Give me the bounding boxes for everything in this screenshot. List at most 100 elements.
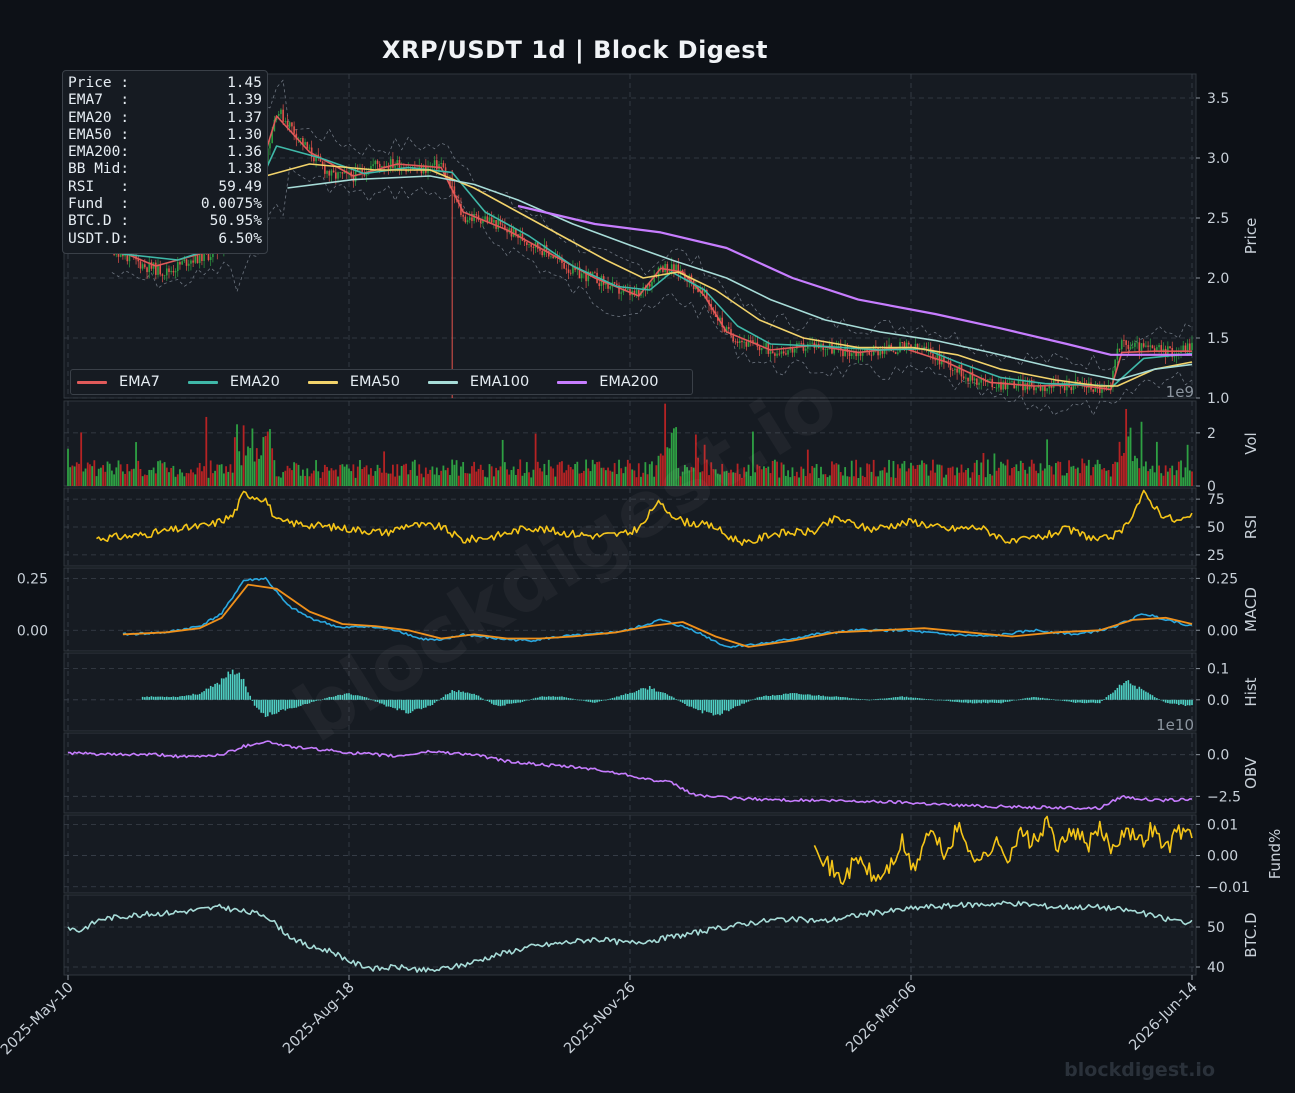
histogram-bar: [339, 694, 342, 700]
candle-body: [1004, 381, 1007, 390]
volume-bar: [383, 451, 386, 486]
histogram-bar: [903, 697, 906, 700]
volume-bar: [1158, 465, 1160, 486]
candle-body: [925, 346, 928, 349]
volume-bar: [490, 466, 493, 486]
histogram-bar: [543, 696, 546, 700]
candle-body: [1178, 352, 1180, 354]
info-value: 1.37: [227, 109, 262, 126]
candle-body: [183, 259, 186, 262]
volume-bar: [708, 475, 710, 486]
histogram-bar: [1083, 699, 1086, 704]
histogram-bar: [438, 699, 440, 701]
histogram-bar: [947, 699, 950, 701]
histogram-bar: [916, 698, 919, 700]
histogram-bar: [363, 696, 366, 700]
candle-body: [539, 248, 541, 251]
volume-bar: [725, 470, 728, 486]
volume-bar: [565, 470, 568, 486]
info-label: EMA50 :: [68, 126, 130, 143]
volume-bar: [387, 473, 390, 486]
histogram-bar: [341, 695, 344, 700]
candle-body: [1085, 386, 1088, 388]
histogram-bar: [569, 698, 572, 700]
histogram-bar: [703, 699, 706, 711]
volume-bar: [925, 464, 928, 486]
y-tick-label: 2: [1207, 426, 1216, 442]
candle-body: [879, 350, 882, 356]
volume-bar: [866, 463, 868, 486]
histogram-bar: [146, 696, 148, 700]
histogram-bar: [536, 697, 539, 700]
histogram-bar: [165, 696, 168, 700]
volume-bar: [620, 468, 623, 486]
candle-body: [594, 272, 596, 274]
histogram-bar: [809, 694, 811, 700]
volume-bar: [659, 453, 662, 486]
histogram-bar: [1050, 699, 1053, 700]
y-tick-label: 3.5: [1207, 91, 1229, 107]
candle-body: [793, 348, 796, 353]
histogram-bar: [697, 699, 699, 711]
histogram-bar: [956, 699, 958, 702]
histogram-bar: [1052, 699, 1055, 701]
volume-bar: [501, 439, 504, 486]
candle-body: [965, 377, 967, 379]
candle-body: [482, 219, 484, 224]
volume-bar: [923, 462, 926, 486]
histogram-bar: [462, 691, 464, 700]
candle-body: [1008, 381, 1011, 383]
candle-body: [585, 272, 587, 282]
volume-bar: [1098, 464, 1101, 486]
histogram-bar: [1169, 699, 1171, 704]
candle-body: [187, 263, 190, 266]
volume-bar: [427, 473, 429, 486]
histogram-bar: [1094, 699, 1097, 704]
candle-body: [684, 273, 686, 280]
histogram-bar: [170, 696, 172, 700]
histogram-bar: [785, 693, 787, 700]
volume-bar: [492, 476, 495, 486]
volume-bar: [912, 465, 915, 486]
volume-bar: [201, 471, 203, 486]
histogram-bar: [240, 679, 243, 700]
histogram-bar: [442, 696, 445, 700]
volume-bar: [736, 463, 739, 486]
info-value: 50.95%: [209, 213, 262, 230]
candle-body: [859, 351, 862, 356]
legend-label: EMA20: [229, 374, 280, 390]
volume-bar: [820, 466, 822, 486]
y-tick-label: 0: [1207, 479, 1216, 495]
candle-body: [1151, 345, 1154, 349]
histogram-bar: [479, 697, 482, 700]
volume-bar: [1092, 467, 1095, 486]
histogram-bar: [738, 699, 741, 706]
histogram-bar: [811, 695, 814, 700]
histogram-bar: [207, 688, 210, 700]
histogram-bar: [677, 699, 680, 701]
histogram-bar: [1107, 695, 1110, 700]
histogram-bar: [389, 699, 392, 707]
histogram-bar: [622, 694, 625, 700]
volume-bar: [585, 459, 587, 486]
candle-body: [326, 171, 328, 174]
volume-bar: [211, 473, 214, 486]
candle-body: [567, 269, 570, 273]
histogram-bar: [288, 699, 291, 709]
volume-bar: [558, 462, 561, 486]
volume-bar: [719, 474, 721, 486]
volume-bar: [574, 464, 577, 486]
histogram-bar: [807, 694, 809, 700]
volume-bar: [372, 475, 375, 486]
volume-bar: [1120, 455, 1123, 486]
candle-body: [627, 288, 629, 290]
volume-bar: [541, 471, 544, 486]
candle-body: [523, 240, 526, 243]
histogram-bar: [457, 690, 460, 700]
candle-body: [541, 250, 543, 256]
volume-bar: [271, 448, 274, 486]
histogram-bar: [741, 699, 743, 704]
histogram-bar: [1173, 699, 1176, 704]
histogram-bar: [319, 699, 322, 701]
histogram-bar: [260, 699, 262, 713]
